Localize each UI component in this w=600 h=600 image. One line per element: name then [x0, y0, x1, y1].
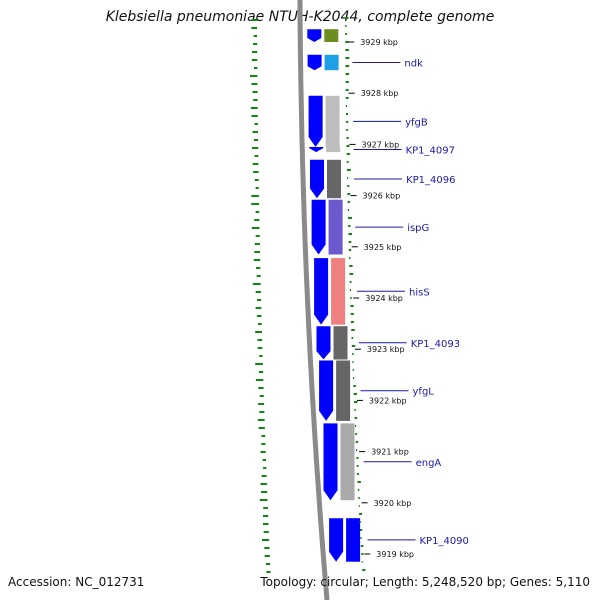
tick-label: 3928 kbp [361, 89, 399, 98]
tick-label: 3920 kbp [374, 499, 412, 508]
cds-arrow [308, 95, 323, 147]
tick-label: 3921 kbp [371, 448, 409, 457]
tick-label: 3926 kbp [363, 192, 401, 201]
cds-arrow [310, 159, 324, 199]
gene-label: ndk [404, 59, 423, 70]
tick-label: 3927 kbp [362, 140, 400, 149]
gene-label: yfgB [405, 117, 428, 128]
cds-arrow [307, 29, 322, 42]
gene-label: KP1_4093 [411, 339, 460, 350]
feature-block [340, 423, 355, 501]
gene-label: yfgL [413, 387, 435, 398]
gene-label: KP1_4096 [406, 175, 455, 186]
cds-arrow [319, 360, 334, 421]
cds-arrow [307, 54, 322, 71]
tick-label: 3919 kbp [376, 550, 414, 559]
kbp-ticks: 3929 kbp 3928 kbp 3927 kbp 3926 kbp 3925 kbp… [348, 38, 414, 559]
gene-label: ispG [407, 223, 429, 234]
feature-block [331, 258, 346, 325]
gene-label: engA [416, 458, 442, 469]
backbone-arc [297, 0, 330, 600]
tick-label: 3923 kbp [367, 345, 405, 354]
gene-label: KP1_4090 [420, 536, 469, 547]
gene-label: hisS [409, 287, 430, 298]
tick-label: 3922 kbp [369, 396, 407, 405]
cds-arrow [316, 326, 331, 360]
cds-arrow [323, 423, 338, 501]
backbone [297, 0, 330, 600]
tick-label: 3924 kbp [365, 294, 403, 303]
tick-label: 3925 kbp [364, 243, 402, 252]
feature-block [324, 29, 339, 42]
gc-content-plot-right [345, 17, 366, 571]
feature-block [333, 326, 348, 360]
gc-skew-plot-left [250, 19, 271, 573]
feature-block [324, 54, 339, 71]
feature-block [327, 159, 341, 199]
cds-track [307, 29, 344, 562]
cds-arrow [314, 258, 329, 325]
feature-block [346, 518, 361, 562]
feature-block [336, 360, 351, 421]
tick-label: 3929 kbp [360, 38, 398, 47]
feature-block [325, 95, 340, 147]
feature-track [324, 29, 361, 562]
feature-block [326, 147, 341, 153]
cds-arrow [309, 147, 324, 153]
accession-label: Accession: NC_012731 [8, 575, 145, 589]
cds-arrow [311, 199, 326, 255]
topology-label: Topology: circular; Length: 5,248,520 bp… [260, 575, 590, 589]
cds-arrow [329, 518, 344, 562]
gene-labels: ndk yfgB KP1_4097 KP1_4096 ispG hisS KP1_4093y… [352, 59, 469, 547]
feature-block [328, 199, 343, 255]
gene-label: KP1_4097 [406, 146, 455, 157]
